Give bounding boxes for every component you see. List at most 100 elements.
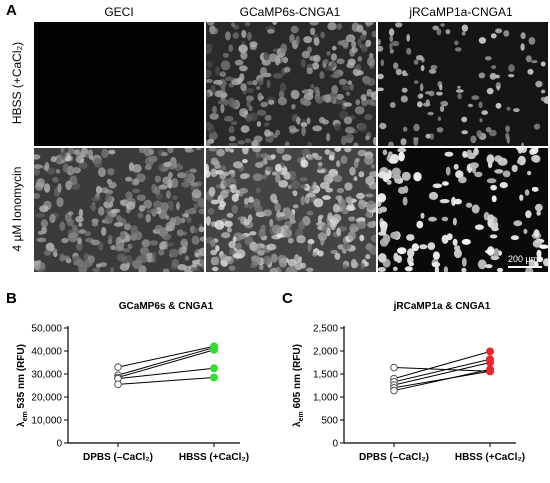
cell-mark <box>357 38 362 47</box>
cell-mark <box>428 191 439 200</box>
cell-mark <box>436 127 444 133</box>
scale-bar-label: 200 µm <box>508 254 539 264</box>
cell-mark <box>123 223 132 231</box>
cell-mark <box>325 187 333 193</box>
cell-mark <box>314 155 323 161</box>
pair-line <box>117 367 215 380</box>
cell-mark <box>117 253 127 262</box>
cell-mark <box>82 259 93 268</box>
cell-mark <box>70 167 80 173</box>
cell-mark <box>304 89 309 95</box>
cell-mark <box>478 72 486 79</box>
cell-mark <box>388 28 395 37</box>
cell-mark <box>260 101 268 108</box>
cell-mark <box>248 196 254 203</box>
y-tick-label: 30,000 <box>31 370 62 381</box>
cell-mark <box>139 246 149 256</box>
cell-mark <box>244 22 251 27</box>
cell-mark <box>159 241 167 250</box>
cell-mark <box>533 229 540 238</box>
cell-mark <box>235 249 246 259</box>
cell-mark <box>536 210 541 216</box>
cell-mark <box>312 181 317 191</box>
cell-mark <box>348 216 355 222</box>
cell-mark <box>198 226 204 233</box>
after-point <box>486 347 494 356</box>
cell-mark <box>165 215 170 220</box>
cell-mark <box>389 42 393 50</box>
cell-mark <box>525 210 532 219</box>
cell-mark <box>159 166 167 173</box>
cell-mark <box>271 224 282 234</box>
cell-mark <box>217 100 226 105</box>
cell-mark <box>257 92 263 102</box>
cell-mark <box>365 193 374 198</box>
cell-mark <box>485 127 492 133</box>
cell-mark <box>138 205 146 212</box>
cell-mark <box>474 171 483 178</box>
cell-mark <box>437 116 441 121</box>
cell-mark <box>322 195 331 200</box>
cell-mark <box>284 141 290 146</box>
cell-mark <box>260 153 266 159</box>
cell-mark <box>223 171 230 176</box>
cell-mark <box>75 216 84 223</box>
row-label-hbss: HBSS (+CaCl₂) <box>10 41 24 125</box>
cell-mark <box>528 259 535 269</box>
cell-mark <box>295 35 300 45</box>
cell-mark <box>290 25 299 34</box>
cell-mark <box>344 133 355 142</box>
cell-mark <box>263 51 270 61</box>
cell-mark <box>389 35 394 43</box>
cell-mark <box>326 227 331 237</box>
cell-mark <box>416 220 424 229</box>
cell-mark <box>326 133 331 142</box>
cell-mark <box>230 173 236 178</box>
chart-title: jRCaMP1a & CNGA1 <box>393 301 491 312</box>
cell-mark <box>91 221 99 227</box>
cell-mark <box>34 164 43 169</box>
cell-mark <box>56 197 64 207</box>
cell-mark <box>230 121 238 126</box>
micrograph-gcamp6s-hbss <box>206 22 376 146</box>
cell-mark <box>359 34 367 41</box>
cell-mark <box>47 167 56 175</box>
cell-mark <box>251 148 262 153</box>
cell-mark <box>300 159 309 168</box>
pair-line <box>393 350 491 380</box>
cell-mark <box>443 266 448 272</box>
cell-mark <box>262 209 272 217</box>
cell-mark <box>491 65 497 70</box>
cell-mark <box>122 248 131 253</box>
cell-mark <box>334 252 341 260</box>
cell-mark <box>361 44 367 53</box>
cell-mark <box>206 69 212 78</box>
cell-mark <box>411 243 420 252</box>
cell-mark <box>436 28 442 36</box>
before-point <box>390 363 398 372</box>
cell-mark <box>471 95 480 100</box>
cell-mark <box>270 253 278 263</box>
y-tick-label: 0 <box>332 439 338 450</box>
cell-mark <box>266 243 277 251</box>
cell-mark <box>313 54 321 63</box>
cell-mark <box>454 40 459 46</box>
cell-mark <box>78 222 83 227</box>
cell-mark <box>515 148 525 151</box>
cell-mark <box>531 155 540 163</box>
cell-mark <box>360 94 367 101</box>
cell-mark <box>392 266 398 271</box>
cell-mark <box>242 148 249 155</box>
cell-mark <box>84 153 90 158</box>
cell-mark <box>223 115 234 122</box>
cell-mark <box>495 28 503 34</box>
cell-mark <box>469 162 479 169</box>
cell-mark <box>198 247 204 257</box>
cell-mark <box>330 222 336 231</box>
cell-mark <box>306 117 311 125</box>
cell-mark <box>341 135 347 146</box>
cell-mark <box>369 171 376 178</box>
cell-mark <box>364 22 374 26</box>
cell-mark <box>328 92 339 98</box>
cell-mark <box>276 209 281 219</box>
